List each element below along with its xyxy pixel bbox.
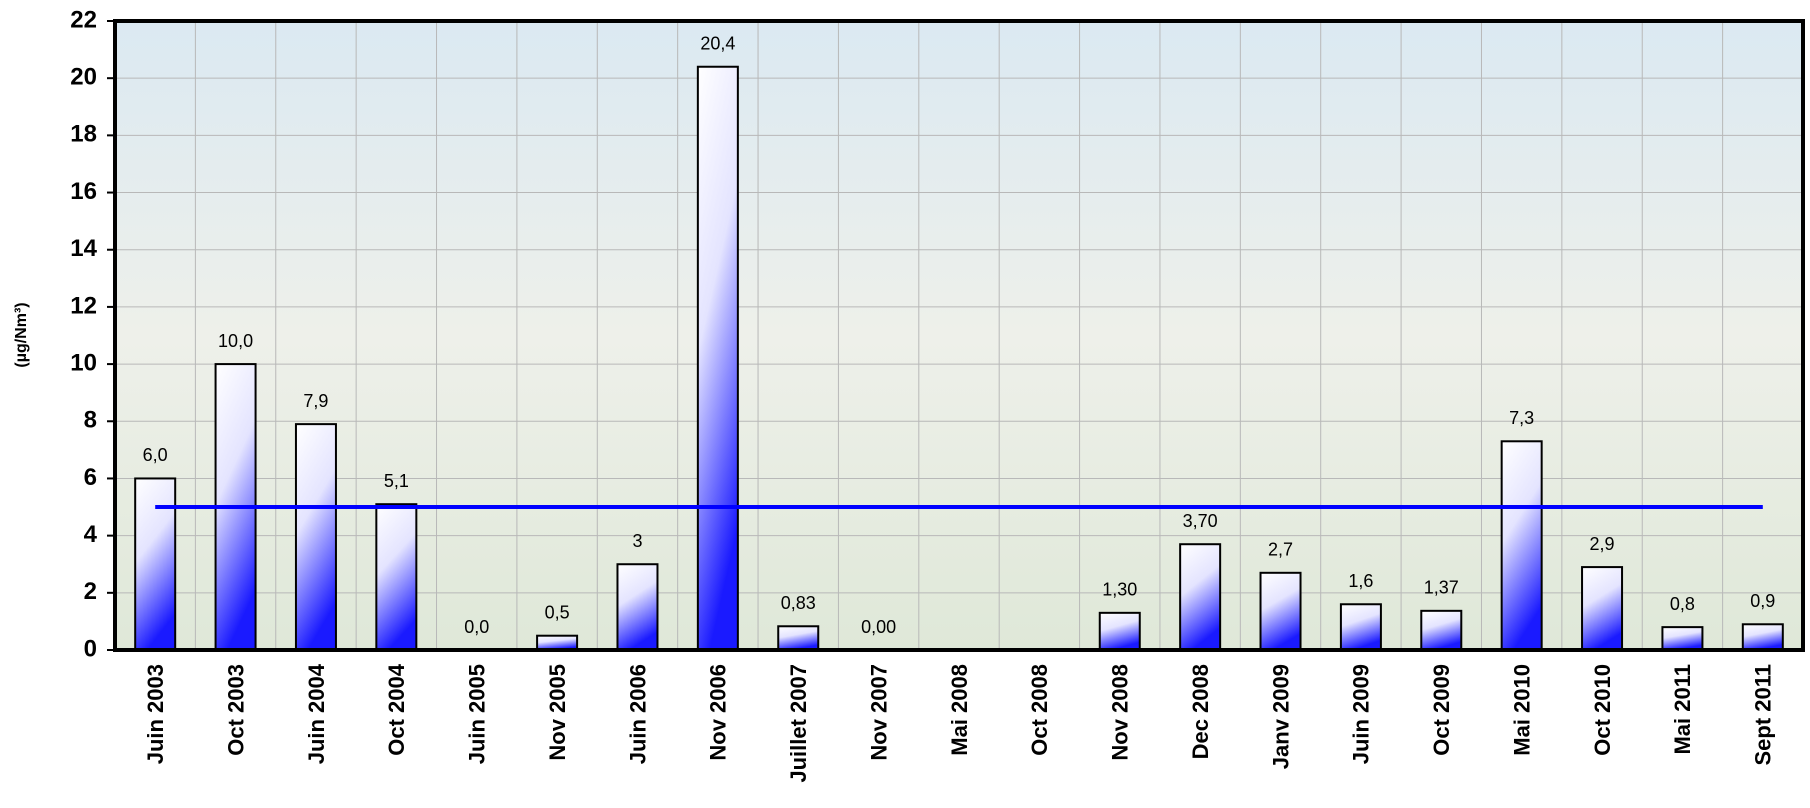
value-label: 3	[632, 531, 642, 551]
bar	[536, 634, 579, 651]
bar	[1581, 566, 1624, 651]
y-tick-label: 10	[70, 349, 97, 376]
value-label: 0,0	[464, 617, 489, 637]
x-tick-label: Oct 2003	[223, 664, 248, 756]
x-tick-label: Mai 2008	[947, 664, 972, 756]
bar	[1259, 571, 1302, 652]
y-tick-label: 20	[70, 64, 97, 91]
x-tick-label: Dec 2008	[1188, 664, 1213, 759]
x-tick-label: Juillet 2007	[786, 664, 811, 783]
y-tick-label: 14	[70, 235, 97, 262]
value-label: 7,3	[1509, 408, 1534, 428]
x-tick-label: Mai 2011	[1670, 664, 1695, 755]
x-tick-label: Janv 2009	[1268, 664, 1293, 769]
value-label: 0,5	[545, 602, 570, 622]
x-tick-label: Juin 2006	[625, 664, 650, 764]
value-label: 0,00	[861, 617, 896, 637]
bar	[1420, 609, 1463, 651]
value-label: 2,9	[1590, 534, 1615, 554]
y-tick-label: 12	[70, 292, 97, 319]
value-label: 5,1	[384, 471, 409, 491]
value-label: 2,7	[1268, 540, 1293, 560]
y-tick-label: 8	[84, 407, 97, 434]
x-tick-label: Oct 2010	[1590, 664, 1615, 756]
y-tick-label: 4	[84, 521, 98, 548]
bar	[1339, 603, 1382, 651]
y-tick-label: 22	[70, 6, 97, 33]
y-axis-label: (µg/Nm³)	[13, 302, 30, 367]
plot-frame	[113, 19, 1805, 652]
x-tick-label: Juin 2009	[1349, 664, 1374, 764]
y-tick-label: 16	[70, 178, 97, 205]
bar	[134, 477, 177, 652]
value-label: 6,0	[143, 445, 168, 465]
value-label: 0,8	[1670, 594, 1695, 614]
x-tick-label: Nov 2005	[545, 664, 570, 761]
value-label: 20,4	[700, 33, 735, 53]
x-tick-label: Juin 2005	[465, 664, 490, 764]
value-label: 7,9	[303, 391, 328, 411]
bar	[616, 563, 659, 652]
bar	[294, 423, 337, 651]
x-tick-label: Oct 2004	[384, 663, 409, 755]
bar	[375, 503, 418, 651]
value-label: 1,30	[1102, 580, 1137, 600]
bar	[696, 65, 739, 651]
x-tick-label: Mai 2010	[1509, 664, 1534, 756]
value-label: 0,9	[1750, 591, 1775, 611]
y-tick-label: 2	[84, 578, 97, 605]
plot-background	[115, 21, 1803, 650]
y-tick-label: 18	[70, 121, 97, 148]
x-tick-label: Nov 2008	[1108, 664, 1133, 761]
bar	[1741, 623, 1784, 652]
bar	[1098, 611, 1141, 652]
value-label: 1,37	[1424, 578, 1459, 598]
value-label: 0,83	[781, 593, 816, 613]
x-tick-label: Sept 2011	[1751, 664, 1776, 766]
value-label: 10,0	[218, 331, 253, 351]
x-tick-label: Nov 2007	[866, 664, 891, 761]
bar	[1179, 543, 1222, 651]
x-tick-label: Juin 2003	[143, 664, 168, 764]
y-tick-label: 0	[84, 635, 97, 662]
value-label: 3,70	[1183, 511, 1218, 531]
x-tick-label: Nov 2006	[706, 664, 731, 761]
x-tick-label: Oct 2008	[1027, 664, 1052, 756]
bar	[1500, 440, 1543, 652]
bar	[777, 625, 820, 651]
x-tick-label: Oct 2009	[1429, 664, 1454, 756]
x-tick-label: Juin 2004	[304, 663, 329, 764]
value-label: 1,6	[1348, 571, 1373, 591]
y-tick-label: 6	[84, 464, 97, 491]
bar	[1661, 626, 1704, 651]
